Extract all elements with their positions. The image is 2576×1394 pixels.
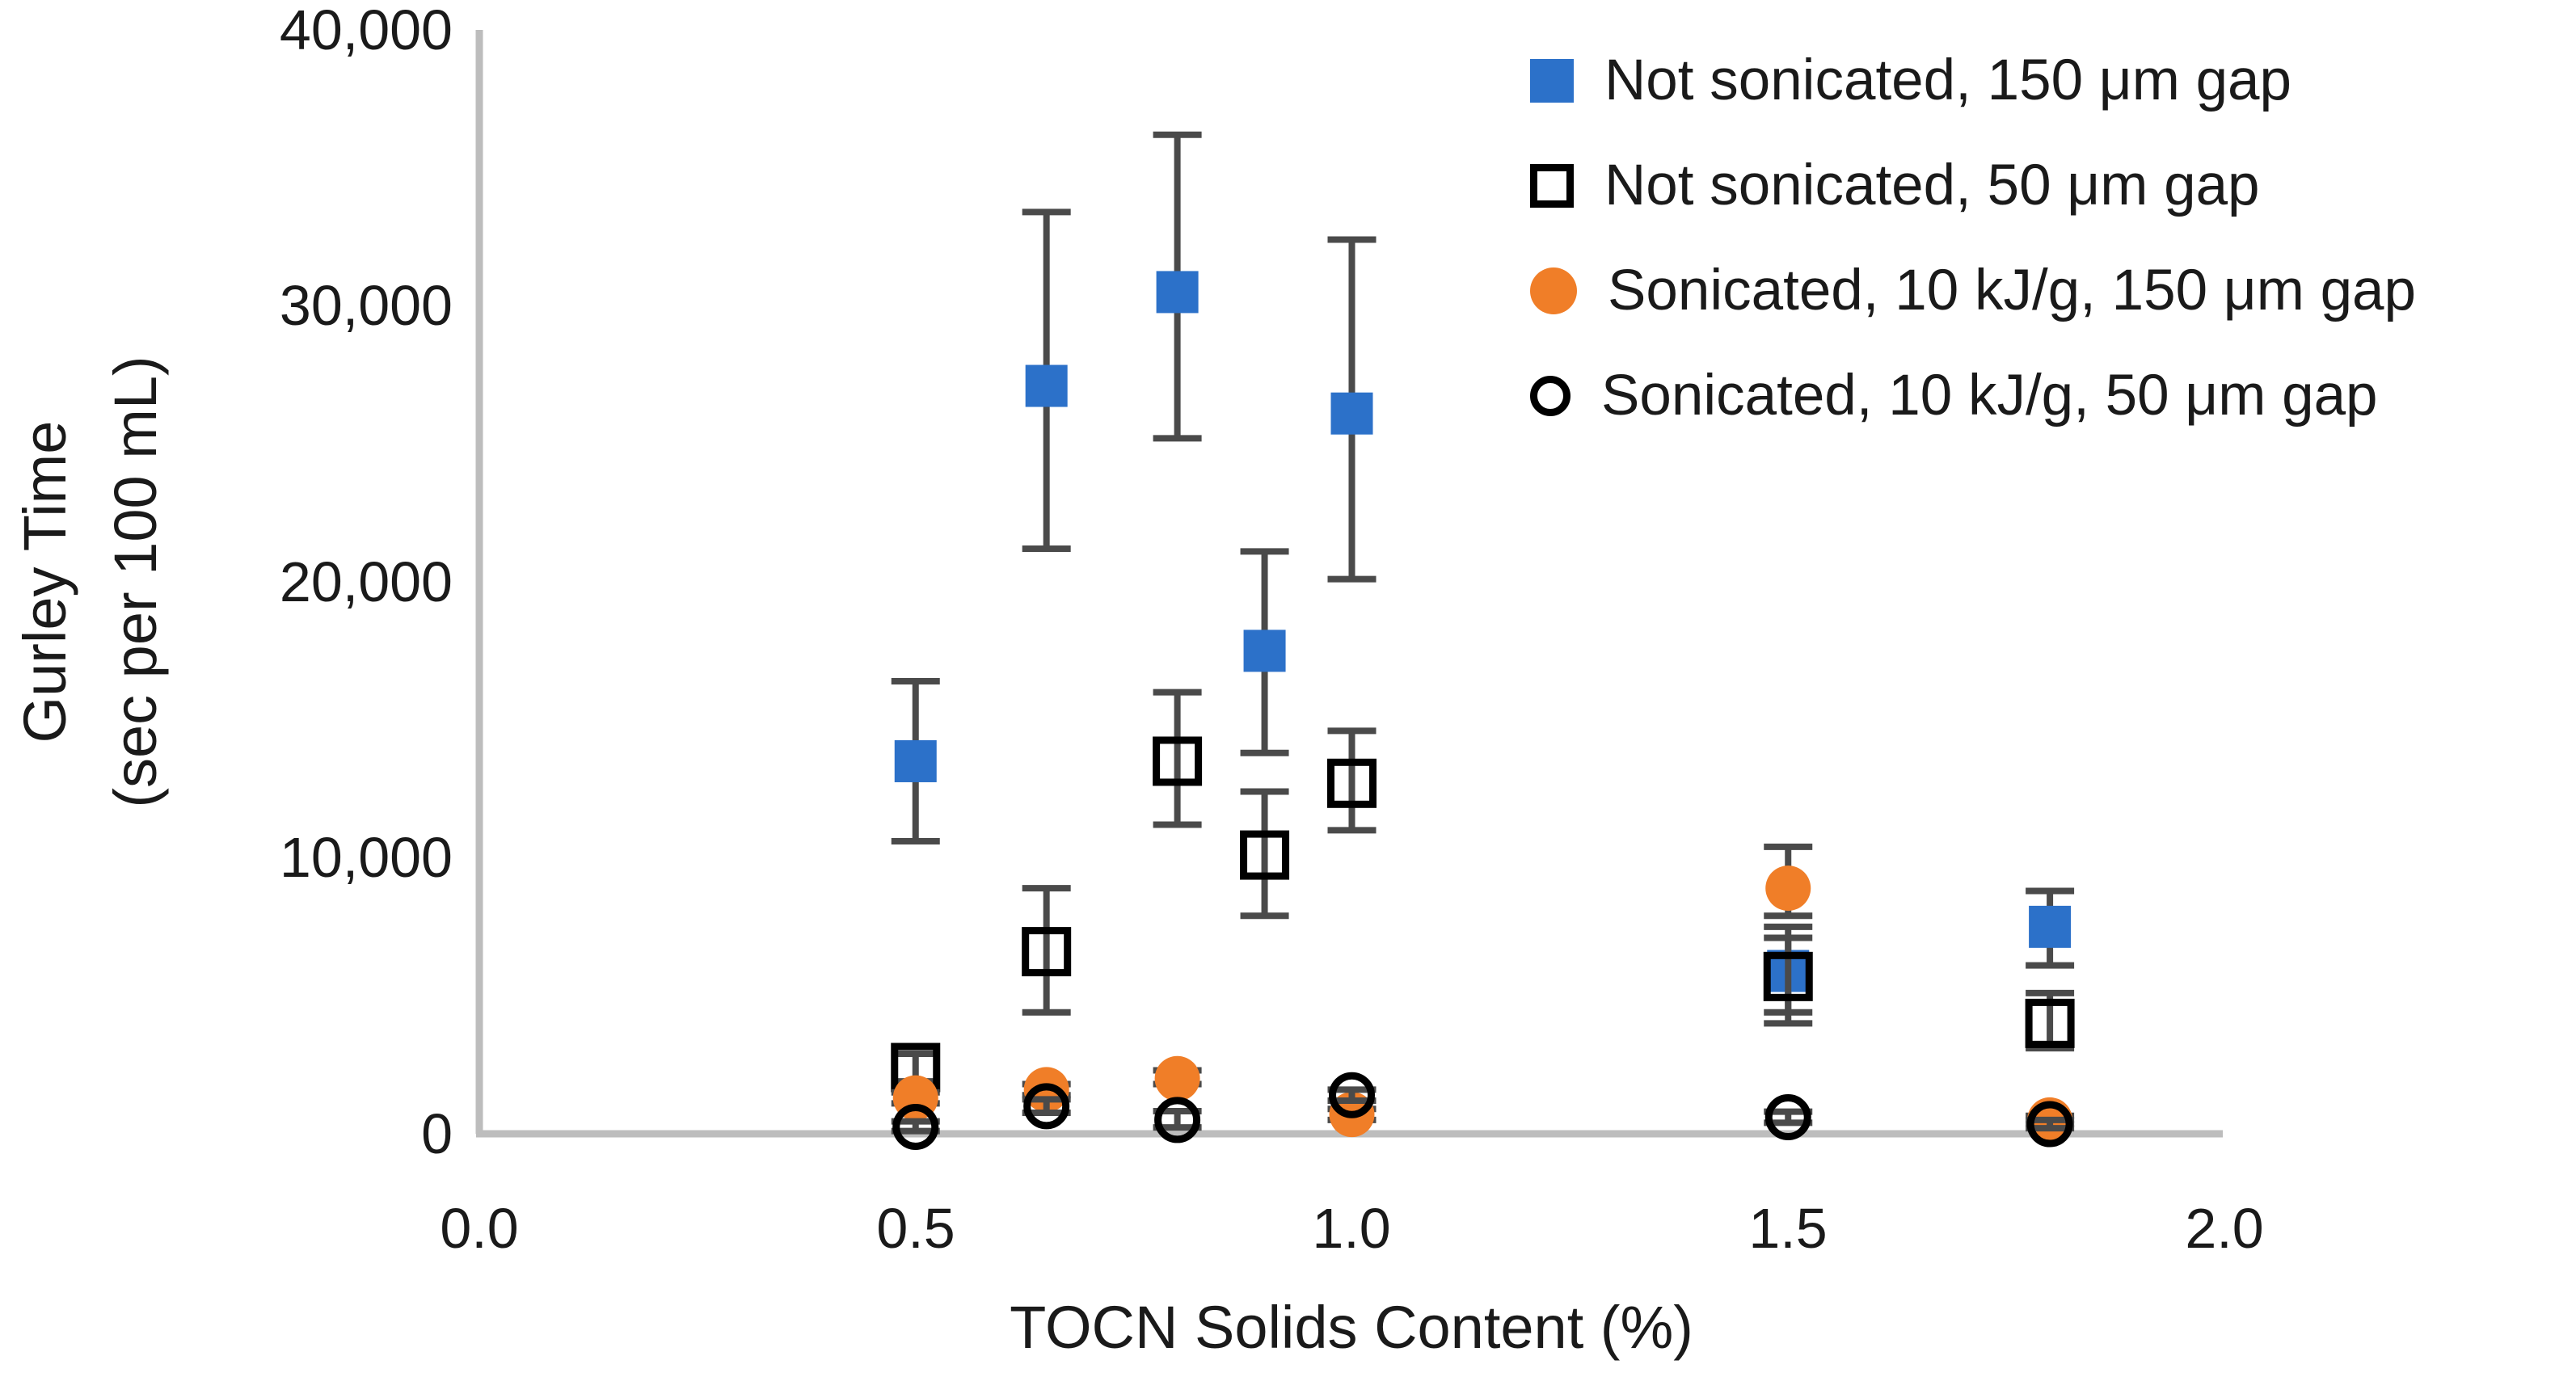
marker-square-open xyxy=(1763,951,1813,1001)
y-tick-label: 20,000 xyxy=(279,550,453,613)
data-point-group xyxy=(1153,131,1202,442)
marker-square-filled xyxy=(1243,630,1286,672)
marker-square-filled xyxy=(1025,364,1068,407)
data-point-group xyxy=(1153,1055,1202,1101)
legend-label: Not sonicated, 50 μm gap xyxy=(1604,154,2260,218)
data-point-group xyxy=(1153,1097,1202,1143)
marker-circle-filled xyxy=(1765,865,1811,912)
x-tick-label: 2.0 xyxy=(2185,1197,2264,1260)
data-point-group xyxy=(1763,934,1813,1027)
x-tick-label: 1.0 xyxy=(1312,1197,1391,1260)
marker-square-filled xyxy=(1330,392,1373,435)
data-point-group xyxy=(1764,843,1813,920)
data-point-group xyxy=(1327,236,1377,583)
data-point-group xyxy=(1022,885,1072,1016)
marker-square-open xyxy=(1022,927,1072,977)
legend-marker-open-circle-icon xyxy=(1530,376,1570,417)
data-point-group xyxy=(1764,1094,1813,1141)
marker-circle-open xyxy=(1154,1097,1201,1143)
marker-circle-open xyxy=(1329,1072,1375,1118)
y-tick-label: 40,000 xyxy=(279,0,453,61)
x-tick-label: 0.5 xyxy=(876,1197,955,1260)
y-tick-label: 10,000 xyxy=(279,826,453,889)
marker-circle-open xyxy=(1764,1094,1811,1141)
legend-item-sonicated-50: Sonicated, 10 kJ/g, 50 μm gap xyxy=(1530,364,2378,428)
marker-square-filled xyxy=(1156,271,1199,314)
data-point-group xyxy=(2025,989,2075,1052)
legend-item-not-sonicated-50: Not sonicated, 50 μm gap xyxy=(1530,154,2260,218)
marker-square-open xyxy=(1240,830,1290,880)
x-tick-label: 0.0 xyxy=(440,1197,519,1260)
marker-square-filled xyxy=(2029,905,2072,948)
data-point-group xyxy=(1240,788,1290,920)
marker-square-open xyxy=(2025,998,2075,1048)
legend-marker-open-square-icon xyxy=(1530,164,1574,208)
data-point-group xyxy=(1240,548,1289,756)
data-point-group xyxy=(2026,887,2075,969)
data-point-group xyxy=(1153,689,1203,828)
legend-marker-filled-square-icon xyxy=(1530,59,1574,103)
marker-square-open xyxy=(1153,736,1203,786)
y-tick-label: 0 xyxy=(421,1102,453,1165)
legend-label: Sonicated, 10 kJ/g, 150 μm gap xyxy=(1608,259,2417,323)
legend-item-not-sonicated-150: Not sonicated, 150 μm gap xyxy=(1530,48,2292,113)
legend-item-sonicated-150: Sonicated, 10 kJ/g, 150 μm gap xyxy=(1530,259,2417,323)
y-axis-title-line2: (sec per 100 mL) xyxy=(102,356,169,808)
legend-marker-filled-circle-icon xyxy=(1530,267,1577,315)
legend-label: Not sonicated, 150 μm gap xyxy=(1604,48,2292,113)
y-axis-title: Gurley Time (sec per 100 mL) xyxy=(0,0,210,1168)
data-point-group xyxy=(1022,1083,1071,1130)
marker-circle-open xyxy=(2026,1101,2073,1148)
marker-square-open xyxy=(1327,758,1377,808)
plot-layer xyxy=(891,131,2075,1150)
data-point-group xyxy=(891,1103,940,1150)
legend-label: Sonicated, 10 kJ/g, 50 μm gap xyxy=(1601,364,2378,428)
marker-circle-open xyxy=(1023,1083,1070,1130)
y-tick-label: 30,000 xyxy=(279,274,453,337)
x-axis-title: TOCN Solids Content (%) xyxy=(1010,1294,1693,1361)
x-tick-label: 1.5 xyxy=(1748,1197,1828,1260)
y-axis-title-line1: Gurley Time xyxy=(11,420,78,743)
data-point-group xyxy=(1327,727,1377,834)
data-point-group xyxy=(891,677,940,845)
marker-circle-open xyxy=(892,1103,939,1150)
data-point-group xyxy=(1022,208,1071,553)
data-point-group xyxy=(2026,1101,2075,1148)
marker-circle-filled xyxy=(1154,1055,1200,1101)
marker-square-filled xyxy=(894,739,937,782)
data-point-group xyxy=(1327,1072,1377,1118)
